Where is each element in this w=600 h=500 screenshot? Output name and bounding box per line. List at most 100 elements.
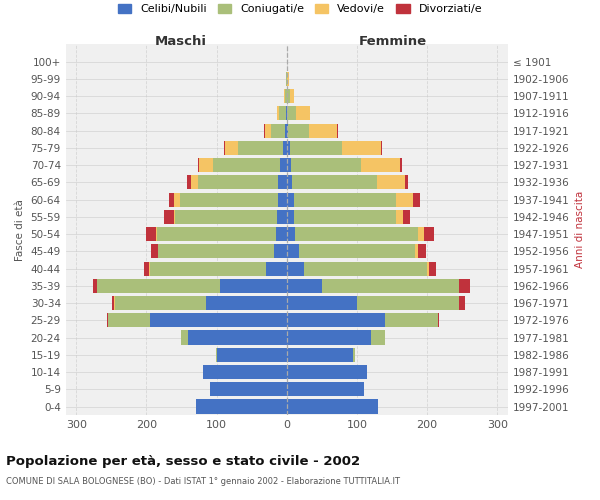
Bar [199, 158, 213, 172]
Bar [158, 244, 274, 258]
Bar [224, 141, 225, 155]
Bar [151, 244, 158, 258]
Bar [279, 106, 286, 120]
Bar [286, 106, 287, 120]
Bar [290, 89, 294, 103]
Bar [342, 141, 381, 155]
Bar [283, 141, 287, 155]
Bar [403, 210, 410, 224]
Bar [203, 365, 287, 379]
Bar [287, 210, 294, 224]
Bar [371, 330, 385, 344]
Bar [264, 124, 265, 138]
Bar [180, 192, 278, 206]
Bar [157, 227, 276, 241]
Bar [357, 296, 459, 310]
Bar [287, 158, 291, 172]
Text: Popolazione per età, sesso e stato civile - 2002: Popolazione per età, sesso e stato civil… [6, 455, 360, 468]
Bar [415, 244, 418, 258]
Bar [155, 227, 157, 241]
Y-axis label: Fasce di età: Fasce di età [15, 199, 25, 260]
Bar [175, 192, 180, 206]
Bar [187, 176, 191, 190]
Bar [213, 158, 280, 172]
Bar [181, 330, 188, 344]
Bar [294, 210, 395, 224]
Bar [287, 382, 364, 396]
Bar [295, 227, 418, 241]
Bar [287, 365, 367, 379]
Bar [114, 296, 115, 310]
Bar [274, 244, 287, 258]
Bar [271, 124, 284, 138]
Bar [304, 262, 427, 276]
Bar [284, 124, 287, 138]
Bar [150, 313, 287, 328]
Bar [143, 262, 149, 276]
Bar [424, 227, 434, 241]
Bar [292, 176, 377, 190]
Bar [150, 262, 266, 276]
Bar [418, 244, 427, 258]
Bar [427, 262, 428, 276]
Bar [287, 192, 294, 206]
Bar [217, 348, 287, 362]
Bar [385, 313, 437, 328]
Bar [284, 89, 287, 103]
Bar [395, 210, 403, 224]
Bar [287, 227, 295, 241]
Bar [225, 141, 238, 155]
Bar [437, 313, 439, 328]
Bar [287, 313, 385, 328]
Bar [294, 192, 395, 206]
Bar [459, 278, 460, 293]
Bar [209, 382, 287, 396]
Bar [286, 72, 287, 86]
Bar [276, 227, 287, 241]
Bar [287, 176, 292, 190]
Bar [164, 210, 174, 224]
Bar [197, 176, 278, 190]
Bar [290, 141, 342, 155]
Bar [107, 313, 108, 328]
Bar [174, 210, 175, 224]
Bar [97, 278, 220, 293]
Bar [287, 89, 290, 103]
Bar [404, 176, 408, 190]
Bar [287, 244, 299, 258]
Bar [146, 227, 155, 241]
Bar [459, 296, 460, 310]
Bar [287, 262, 304, 276]
Bar [278, 176, 287, 190]
Bar [169, 192, 175, 206]
Text: Femmine: Femmine [359, 35, 427, 48]
Text: COMUNE DI SALA BOLOGNESE (BO) - Dati ISTAT 1° gennaio 2002 - Elaborazione TUTTIT: COMUNE DI SALA BOLOGNESE (BO) - Dati IST… [6, 478, 400, 486]
Bar [287, 124, 288, 138]
Bar [291, 158, 361, 172]
Bar [216, 348, 217, 362]
Bar [287, 278, 322, 293]
Bar [353, 348, 355, 362]
Bar [460, 296, 465, 310]
Bar [413, 192, 420, 206]
Bar [361, 158, 400, 172]
Bar [287, 400, 378, 413]
Bar [322, 278, 459, 293]
Bar [296, 106, 310, 120]
Bar [400, 158, 402, 172]
Bar [112, 296, 114, 310]
Bar [206, 296, 287, 310]
Bar [115, 296, 206, 310]
Bar [299, 244, 415, 258]
Bar [149, 262, 150, 276]
Bar [175, 210, 277, 224]
Bar [238, 141, 283, 155]
Bar [191, 176, 197, 190]
Bar [188, 330, 287, 344]
Bar [288, 124, 309, 138]
Bar [287, 348, 353, 362]
Bar [266, 262, 287, 276]
Bar [337, 124, 338, 138]
Bar [108, 313, 150, 328]
Bar [460, 278, 470, 293]
